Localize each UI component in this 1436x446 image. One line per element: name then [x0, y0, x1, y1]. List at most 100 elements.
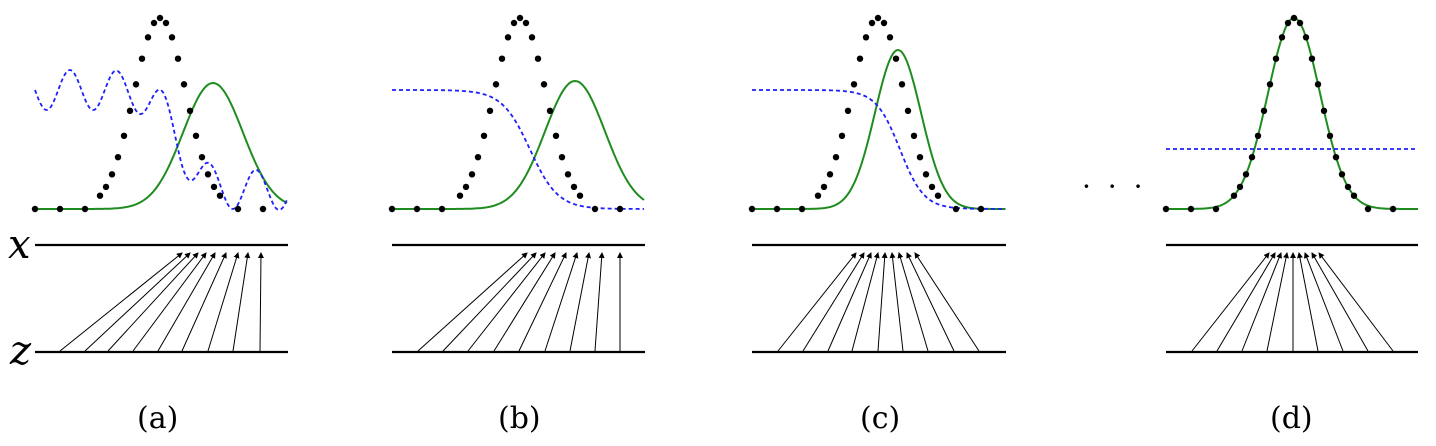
mapping-arrow [207, 252, 240, 352]
mapping-arrow [467, 252, 546, 352]
data-point [904, 107, 912, 115]
data-point [528, 34, 536, 41]
data-point [910, 132, 918, 139]
data-point [438, 205, 446, 213]
mapping-arrow [889, 252, 904, 352]
mapping-arrow [132, 252, 207, 352]
panel-d [1162, 14, 1418, 354]
data-point [862, 34, 870, 41]
data-point [56, 205, 64, 213]
data-point [234, 205, 242, 213]
data-point [498, 55, 506, 62]
caption-a: (a) [137, 401, 178, 436]
z-axis-label: z [9, 328, 32, 374]
data-point [1278, 34, 1286, 41]
data-point [898, 81, 906, 88]
data-point [1314, 81, 1322, 88]
data-point [510, 19, 518, 27]
mapping-arrow [877, 252, 888, 352]
data-point [204, 171, 212, 178]
data-point [180, 81, 188, 88]
data-point [880, 19, 888, 27]
mapping-arrow [897, 252, 929, 352]
data-point [216, 192, 224, 199]
generator-distribution-curve [1166, 16, 1418, 210]
mapping-arrow [59, 252, 183, 352]
data-point [838, 132, 846, 139]
data-point [1308, 55, 1316, 62]
mapping-arrow [1311, 252, 1369, 352]
data-point [174, 55, 182, 62]
mapping-arrow [1216, 252, 1276, 352]
data-point [138, 55, 146, 62]
discriminator-curve [752, 89, 1006, 210]
data-point [844, 107, 852, 115]
mapping-arrow [181, 252, 227, 352]
caption-d: (d) [1270, 401, 1313, 436]
data-point [826, 171, 834, 178]
data-point [952, 205, 960, 213]
data-point [1212, 205, 1220, 213]
data-point [916, 154, 924, 161]
data-point [1296, 19, 1304, 27]
data-point [388, 205, 396, 213]
data-point [168, 34, 176, 41]
data-point [1266, 81, 1274, 88]
data-point [1254, 132, 1262, 139]
data-point [892, 55, 900, 62]
mapping-arrow [1191, 252, 1270, 352]
data-point [552, 132, 560, 139]
mapping-arrow [1318, 252, 1394, 352]
mapping-arrow [1266, 252, 1289, 352]
data-point [1344, 183, 1352, 191]
generator-distribution-curve [35, 81, 288, 210]
data-point [540, 81, 548, 88]
caption-b: (b) [498, 401, 541, 436]
data-point [546, 107, 554, 115]
data-point [564, 171, 572, 178]
discriminator-curve [34, 69, 288, 211]
data-point [1236, 183, 1244, 191]
data-point [456, 192, 464, 199]
data-point [773, 205, 781, 213]
x-axis-label: x [8, 222, 31, 268]
panel-c [748, 14, 1006, 354]
data-point [856, 55, 864, 62]
data-point [874, 14, 882, 22]
data-point [748, 205, 756, 213]
ellipsis: · · · [1082, 170, 1147, 203]
data-point [832, 154, 840, 161]
mapping-arrow [851, 252, 880, 352]
mapping-arrow [442, 252, 537, 352]
data-point [534, 55, 542, 62]
data-point [798, 205, 806, 213]
data-point [156, 14, 164, 22]
data-point [922, 171, 930, 178]
data-point [516, 14, 524, 22]
data-point [132, 81, 140, 88]
panel-b [388, 14, 645, 354]
data-point [814, 192, 822, 199]
data-point [186, 107, 194, 115]
data-point [504, 34, 512, 41]
data-point [1187, 205, 1195, 213]
data-point [413, 205, 421, 213]
data-point [1248, 154, 1256, 161]
data-point [1338, 171, 1346, 178]
data-point [1162, 205, 1170, 213]
mapping-arrow [1241, 252, 1282, 352]
mapping-arrow [1304, 252, 1344, 352]
data-point [1389, 205, 1397, 213]
data-point [576, 192, 584, 199]
data-point [934, 192, 942, 199]
mapping-arrow [777, 252, 857, 352]
data-point [558, 154, 566, 161]
data-point [928, 183, 936, 191]
data-point [1284, 19, 1292, 27]
mapping-arrow [544, 252, 579, 352]
mapping-arrow [827, 252, 872, 352]
data-point [126, 107, 134, 115]
data-point [570, 183, 578, 191]
data-point [1350, 192, 1358, 199]
data-point [198, 154, 206, 161]
